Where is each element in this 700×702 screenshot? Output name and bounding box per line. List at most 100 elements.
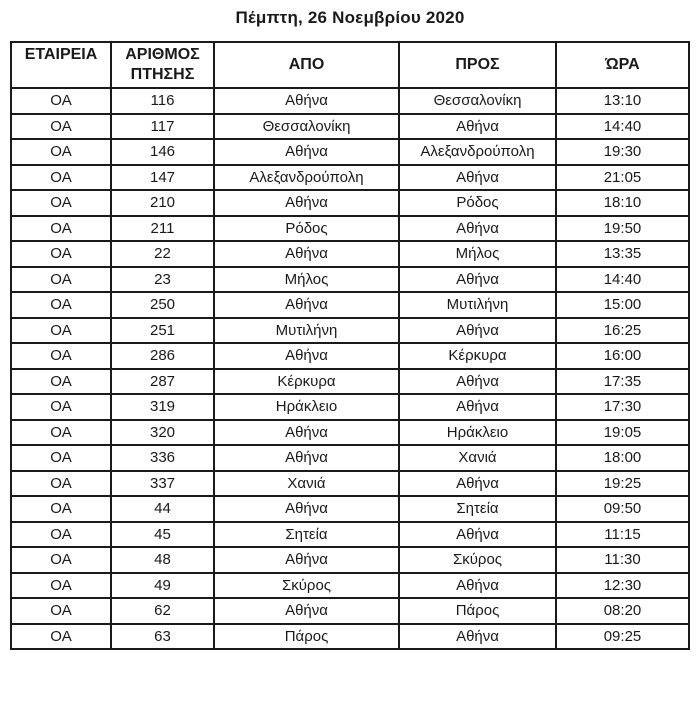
- cell-time: 19:05: [555, 418, 690, 446]
- cell-to: Πάρος: [398, 597, 557, 625]
- cell-time: 21:05: [555, 163, 690, 191]
- cell-to: Αθήνα: [398, 214, 557, 242]
- cell-time: 14:40: [555, 265, 690, 293]
- cell-company: ΟΑ: [10, 189, 112, 217]
- table-row: ΟΑ 336 Αθήνα Χανιά 18:00: [10, 444, 690, 472]
- cell-company: ΟΑ: [10, 444, 112, 472]
- cell-time: 11:30: [555, 546, 690, 574]
- header-to: ΠΡΟΣ: [398, 41, 557, 89]
- cell-flight-number: 62: [110, 597, 215, 625]
- table-row: ΟΑ 63 Πάρος Αθήνα 09:25: [10, 622, 690, 650]
- table-row: ΟΑ 48 Αθήνα Σκύρος 11:30: [10, 546, 690, 574]
- table-row: ΟΑ 44 Αθήνα Σητεία 09:50: [10, 495, 690, 523]
- cell-flight-number: 45: [110, 520, 215, 548]
- cell-time: 17:30: [555, 393, 690, 421]
- cell-flight-number: 286: [110, 342, 215, 370]
- cell-flight-number: 117: [110, 112, 215, 140]
- cell-company: ΟΑ: [10, 418, 112, 446]
- cell-company: ΟΑ: [10, 367, 112, 395]
- table-row: ΟΑ 116 Αθήνα Θεσσαλονίκη 13:10: [10, 87, 690, 115]
- cell-company: ΟΑ: [10, 87, 112, 115]
- cell-from: Ρόδος: [213, 214, 400, 242]
- cell-time: 11:15: [555, 520, 690, 548]
- cell-to: Αθήνα: [398, 112, 557, 140]
- cell-to: Σκύρος: [398, 546, 557, 574]
- cell-flight-number: 251: [110, 316, 215, 344]
- table-row: ΟΑ 146 Αθήνα Αλεξανδρούπολη 19:30: [10, 138, 690, 166]
- cell-from: Χανιά: [213, 469, 400, 497]
- table-row: ΟΑ 251 Μυτιλήνη Αθήνα 16:25: [10, 316, 690, 344]
- flight-table-body: ΟΑ 116 Αθήνα Θεσσαλονίκη 13:10 ΟΑ 117 Θεσσαλονί…: [10, 87, 690, 650]
- cell-from: Αθήνα: [213, 597, 400, 625]
- cell-flight-number: 336: [110, 444, 215, 472]
- table-row: ΟΑ 210 Αθήνα Ρόδος 18:10: [10, 189, 690, 217]
- cell-to: Ηράκλειο: [398, 418, 557, 446]
- cell-company: ΟΑ: [10, 597, 112, 625]
- table-row: ΟΑ 62 Αθήνα Πάρος 08:20: [10, 597, 690, 625]
- cell-flight-number: 63: [110, 622, 215, 650]
- cell-time: 12:30: [555, 571, 690, 599]
- cell-to: Μυτιλήνη: [398, 291, 557, 319]
- cell-company: ΟΑ: [10, 163, 112, 191]
- cell-to: Αθήνα: [398, 163, 557, 191]
- cell-to: Χανιά: [398, 444, 557, 472]
- cell-from: Ηράκλειο: [213, 393, 400, 421]
- cell-flight-number: 146: [110, 138, 215, 166]
- cell-time: 14:40: [555, 112, 690, 140]
- cell-company: ΟΑ: [10, 240, 112, 268]
- cell-time: 18:00: [555, 444, 690, 472]
- cell-company: ΟΑ: [10, 469, 112, 497]
- cell-to: Αθήνα: [398, 265, 557, 293]
- cell-from: Αλεξανδρούπολη: [213, 163, 400, 191]
- cell-time: 18:10: [555, 189, 690, 217]
- table-row: ΟΑ 49 Σκύρος Αθήνα 12:30: [10, 571, 690, 599]
- cell-to: Αθήνα: [398, 316, 557, 344]
- cell-flight-number: 320: [110, 418, 215, 446]
- page-title: Πέμπτη, 26 Νοεμβρίου 2020: [235, 8, 465, 27]
- cell-company: ΟΑ: [10, 138, 112, 166]
- cell-company: ΟΑ: [10, 520, 112, 548]
- header-from: ΑΠΟ: [213, 41, 400, 89]
- cell-from: Μήλος: [213, 265, 400, 293]
- table-row: ΟΑ 23 Μήλος Αθήνα 14:40: [10, 265, 690, 293]
- cell-company: ΟΑ: [10, 316, 112, 344]
- cell-from: Αθήνα: [213, 189, 400, 217]
- table-row: ΟΑ 319 Ηράκλειο Αθήνα 17:30: [10, 393, 690, 421]
- cell-time: 19:50: [555, 214, 690, 242]
- cell-time: 17:35: [555, 367, 690, 395]
- cell-time: 16:00: [555, 342, 690, 370]
- cell-time: 13:10: [555, 87, 690, 115]
- cell-from: Αθήνα: [213, 342, 400, 370]
- cell-time: 15:00: [555, 291, 690, 319]
- cell-time: 08:20: [555, 597, 690, 625]
- cell-from: Αθήνα: [213, 444, 400, 472]
- table-row: ΟΑ 286 Αθήνα Κέρκυρα 16:00: [10, 342, 690, 370]
- cell-flight-number: 211: [110, 214, 215, 242]
- cell-company: ΟΑ: [10, 495, 112, 523]
- cell-flight-number: 319: [110, 393, 215, 421]
- cell-time: 13:35: [555, 240, 690, 268]
- cell-time: 16:25: [555, 316, 690, 344]
- cell-company: ΟΑ: [10, 622, 112, 650]
- cell-company: ΟΑ: [10, 291, 112, 319]
- cell-company: ΟΑ: [10, 112, 112, 140]
- cell-company: ΟΑ: [10, 265, 112, 293]
- table-row: ΟΑ 211 Ρόδος Αθήνα 19:50: [10, 214, 690, 242]
- table-row: ΟΑ 45 Σητεία Αθήνα 11:15: [10, 520, 690, 548]
- cell-time: 09:25: [555, 622, 690, 650]
- cell-to: Αθήνα: [398, 520, 557, 548]
- cell-to: Αθήνα: [398, 622, 557, 650]
- header-flight-number: ΑΡΙΘΜΟΣ ΠΤΗΣΗΣ: [110, 41, 215, 89]
- cell-to: Αθήνα: [398, 469, 557, 497]
- cell-from: Μυτιλήνη: [213, 316, 400, 344]
- cell-flight-number: 116: [110, 87, 215, 115]
- cell-flight-number: 287: [110, 367, 215, 395]
- cell-to: Αθήνα: [398, 393, 557, 421]
- cell-to: Κέρκυρα: [398, 342, 557, 370]
- cell-flight-number: 23: [110, 265, 215, 293]
- cell-from: Σκύρος: [213, 571, 400, 599]
- table-row: ΟΑ 22 Αθήνα Μήλος 13:35: [10, 240, 690, 268]
- cell-flight-number: 147: [110, 163, 215, 191]
- cell-from: Πάρος: [213, 622, 400, 650]
- cell-flight-number: 210: [110, 189, 215, 217]
